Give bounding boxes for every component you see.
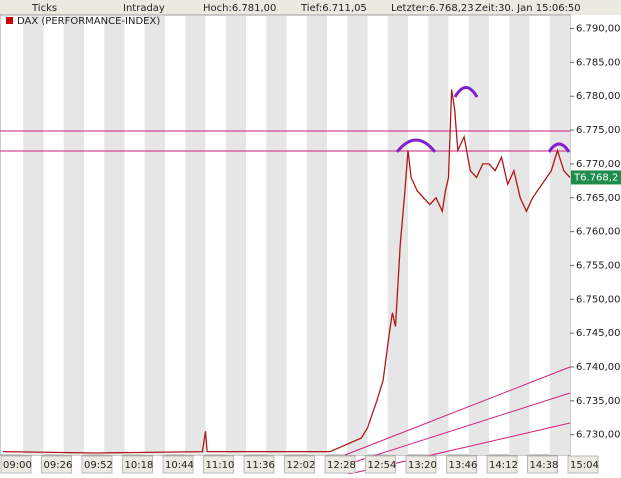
grid-stripe [549, 16, 570, 455]
x-tick-label: 09:52 [84, 460, 113, 471]
last-price-label: T6.768,2 [573, 172, 618, 183]
y-tick-label: 6.740,00 [576, 362, 621, 373]
y-tick-label: 6.760,00 [576, 227, 621, 238]
x-tick-label: 11:10 [206, 460, 235, 471]
x-tick-label: 10:44 [165, 460, 194, 471]
trend-line [344, 392, 571, 466]
x-tick-box [446, 455, 477, 474]
arc [547, 142, 571, 153]
y-tick-label: 6.780,00 [576, 91, 621, 102]
x-tick-label: 13:46 [449, 460, 478, 471]
x-tick-box [486, 455, 518, 474]
y-tick-label: 6.775,00 [576, 125, 621, 136]
tab[interactable]: Ticks [31, 3, 57, 14]
arc [395, 138, 437, 153]
x-tick-label: 13:20 [408, 460, 437, 471]
x-tick-box [567, 455, 599, 474]
x-tick-label: 09:00 [3, 460, 32, 471]
y-tick-label: 6.730,00 [576, 430, 621, 441]
grid-stripe [266, 16, 287, 455]
grid-stripe [23, 16, 44, 455]
x-tick-box [203, 455, 234, 474]
high: Hoch:6.781,00 [203, 3, 276, 14]
x-tick-label: 11:36 [246, 460, 275, 471]
chart-title: DAX (PERFORMANCE-INDEX) [17, 16, 160, 27]
x-tick-box [162, 455, 194, 474]
x-tick-box [41, 455, 72, 474]
y-tick-label: 6.745,00 [576, 328, 621, 339]
grid-stripe [63, 16, 84, 455]
legend-swatch [6, 17, 13, 24]
x-tick-box [0, 455, 32, 474]
x-tick-box [365, 455, 396, 474]
grid-stripe [225, 16, 246, 455]
grid-stripe [347, 16, 368, 455]
time: Zeit:30. Jan 15:06:50 [475, 3, 581, 14]
grid-stripe [144, 16, 165, 455]
y-tick-label: 6.750,00 [576, 294, 621, 305]
x-tick-box [405, 455, 437, 474]
y-tick-label: 6.770,00 [576, 159, 621, 170]
toolbar [0, 0, 621, 15]
x-tick-label: 10:18 [125, 460, 154, 471]
y-tick-label: 6.765,00 [576, 193, 621, 204]
x-tick-label: 12:28 [327, 460, 356, 471]
x-tick-box [122, 455, 153, 474]
last: Letzter:6.768,23 [391, 3, 474, 14]
x-tick-box [284, 455, 315, 474]
x-tick-box [81, 455, 113, 474]
x-tick-box [243, 455, 275, 474]
grid-stripe [306, 16, 327, 455]
grid-stripe [428, 16, 449, 455]
x-tick-label: 14:38 [530, 460, 559, 471]
x-tick-label: 12:54 [368, 460, 397, 471]
tab[interactable]: Intraday [123, 3, 165, 14]
grid-stripe [104, 16, 125, 455]
trend-line [344, 366, 571, 456]
arc [453, 86, 479, 98]
grid-stripe [185, 16, 206, 455]
last-price-box [571, 170, 621, 185]
y-tick-label: 6.735,00 [576, 396, 621, 407]
grid-stripe [468, 16, 489, 455]
price-line [2, 89, 571, 454]
x-tick-label: 14:12 [489, 460, 518, 471]
y-tick-label: 6.755,00 [576, 260, 621, 271]
x-tick-box [324, 455, 356, 474]
low: Tief:6.711,05 [300, 3, 367, 14]
x-tick-label: 09:26 [44, 460, 73, 471]
y-tick-label: 6.785,00 [576, 57, 621, 68]
x-tick-box [527, 455, 558, 474]
grid-stripe [509, 16, 530, 455]
x-tick-label: 12:02 [287, 460, 316, 471]
x-tick-label: 15:04 [570, 460, 599, 471]
y-tick-label: 6.790,00 [576, 24, 621, 35]
grid-stripe [387, 16, 408, 455]
